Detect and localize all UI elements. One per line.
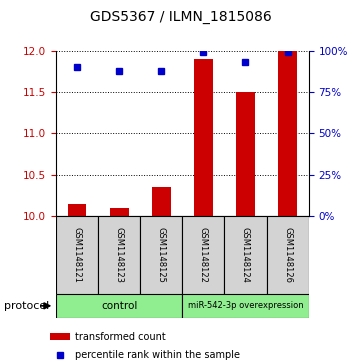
Bar — [50, 333, 70, 340]
FancyBboxPatch shape — [140, 216, 182, 294]
Bar — [152, 187, 171, 216]
Text: GSM1148124: GSM1148124 — [241, 227, 250, 283]
FancyBboxPatch shape — [266, 216, 309, 294]
Bar — [236, 92, 255, 216]
Text: transformed count: transformed count — [75, 332, 166, 342]
Bar — [110, 208, 129, 216]
FancyBboxPatch shape — [225, 216, 266, 294]
Text: GSM1148121: GSM1148121 — [73, 227, 82, 283]
Text: GDS5367 / ILMN_1815086: GDS5367 / ILMN_1815086 — [90, 9, 271, 24]
Text: GSM1148122: GSM1148122 — [199, 227, 208, 283]
Bar — [194, 59, 213, 216]
FancyBboxPatch shape — [98, 216, 140, 294]
FancyBboxPatch shape — [182, 216, 225, 294]
Text: percentile rank within the sample: percentile rank within the sample — [75, 351, 240, 360]
Text: GSM1148123: GSM1148123 — [115, 227, 123, 283]
Text: GSM1148126: GSM1148126 — [283, 227, 292, 283]
Text: control: control — [101, 301, 137, 311]
Text: GSM1148125: GSM1148125 — [157, 227, 166, 283]
FancyBboxPatch shape — [56, 216, 98, 294]
Bar — [68, 204, 87, 216]
Text: protocol: protocol — [4, 301, 49, 311]
FancyBboxPatch shape — [182, 294, 309, 318]
Bar — [278, 51, 297, 216]
Text: miR-542-3p overexpression: miR-542-3p overexpression — [188, 301, 303, 310]
FancyBboxPatch shape — [56, 294, 182, 318]
